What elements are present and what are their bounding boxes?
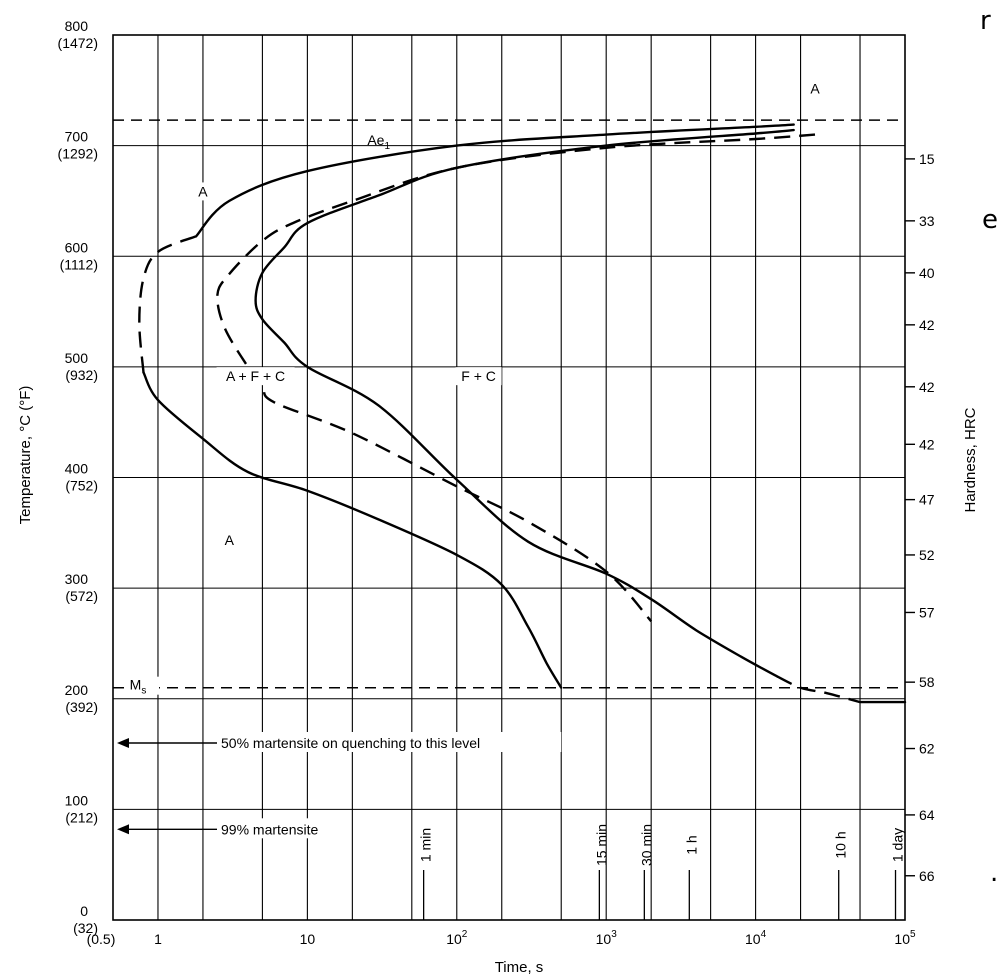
curve-finish-dashed (776, 675, 861, 704)
region-label-background (216, 367, 295, 386)
time-marker-label: 30 min (638, 824, 654, 866)
hardness-tick-label: 57 (919, 604, 935, 620)
region-label: A (198, 183, 208, 199)
y-tick-label-fahrenheit: (32) (73, 920, 98, 936)
y-tick-label-fahrenheit: (752) (65, 478, 98, 494)
cropped-text-fragment-bottom: . (990, 858, 999, 888)
region-label-background (222, 530, 237, 549)
hardness-axis-ticks: 15 33 40 42 42 42 47 52 57 58 62 64 66 (905, 151, 935, 884)
region-label: A + F + C (226, 368, 285, 384)
hardness-tick-label: 15 (919, 151, 935, 167)
time-marker-label: 10 h (833, 831, 849, 858)
y-tick-label-fahrenheit: (1292) (58, 146, 98, 162)
x-tick-label: 10 (300, 931, 316, 947)
plot-frame (112, 34, 906, 921)
y-tick-label-celsius: 0 (80, 903, 88, 919)
x-tick-exponent: 4 (761, 929, 767, 940)
curve-start-solid (194, 123, 795, 238)
region-label: A (810, 81, 820, 97)
y-tick-label-celsius: 300 (65, 571, 89, 587)
time-marker-label: 1 day (890, 828, 906, 862)
y-tick-label-fahrenheit: (572) (65, 588, 98, 604)
y-tick-label-fahrenheit: (1112) (60, 256, 98, 272)
hardness-tick-label: 42 (919, 436, 935, 452)
x-tick-label: 103 (596, 929, 618, 947)
x-tick-label: 105 (894, 929, 916, 947)
grid (113, 35, 905, 920)
hardness-tick-label: 66 (919, 868, 935, 884)
x-tick-exponent: 3 (611, 929, 617, 940)
region-labels: A A A + F + C F + C A (195, 79, 823, 549)
annotation-background (217, 818, 340, 839)
y-axis-ticks: 800(1472) 700(1292) 600(1112) 500(932) 400(7… (58, 18, 98, 936)
annotation-label: 50% martensite on quenching to this leve… (221, 735, 480, 751)
region-label-background (195, 182, 210, 201)
hardness-tick-label: 58 (919, 674, 935, 690)
curve-finish-solid (254, 128, 795, 678)
curve-start-solid-lower (142, 371, 563, 689)
y-axis-label: Temperature, °C (°F) (17, 386, 34, 525)
hardness-tick-label: 47 (919, 492, 935, 508)
annotation-arrow-head (117, 824, 129, 835)
annotation-arrow-head (117, 738, 129, 748)
y-tick-label-celsius: 700 (65, 129, 89, 145)
time-markers: 1 min 15 min 30 min 1 h 10 h 1 day (418, 824, 906, 920)
ms-subscript: s (141, 686, 146, 697)
ae1-subscript: 1 (384, 141, 390, 152)
curve-start-dashed (138, 235, 197, 373)
y-tick-label-celsius: 400 (65, 461, 89, 477)
hardness-axis-label: Hardness, HRC (962, 407, 979, 512)
y-tick-label-fahrenheit: (392) (65, 699, 98, 715)
annotation-background (217, 732, 562, 752)
y-tick-label-celsius: 500 (65, 350, 89, 366)
y-tick-label-celsius: 800 (65, 18, 89, 34)
region-label-background (808, 79, 823, 98)
hardness-tick-label: 62 (919, 741, 935, 757)
y-tick-label-celsius: 100 (65, 792, 89, 808)
hardness-tick-label: 42 (919, 379, 935, 395)
region-label: F + C (461, 368, 496, 384)
y-tick-label-celsius: 200 (65, 682, 89, 698)
x-tick-exponent: 5 (910, 929, 916, 940)
region-label-background (455, 367, 502, 386)
x-tick-exponent: 2 (462, 929, 468, 940)
cropped-text-fragment-middle: er (982, 205, 1000, 235)
x-tick-label: (0.5) (87, 931, 116, 947)
x-tick-label: 1 (154, 931, 162, 947)
region-label: A (225, 532, 235, 548)
time-marker-label: 1 min (418, 828, 434, 862)
ae1-label: Ae1 (367, 132, 390, 152)
transformation-curves (138, 123, 907, 704)
x-tick-label: 102 (446, 929, 468, 947)
time-marker-label: 1 h (683, 835, 699, 854)
time-marker-label: 15 min (593, 824, 609, 866)
y-tick-label-fahrenheit: (1472) (58, 35, 98, 51)
x-axis-ticks: (0.5) 1 10 102 103 104 105 (87, 929, 916, 947)
hardness-tick-label: 40 (919, 265, 935, 281)
ms-label-background (129, 676, 159, 695)
y-tick-label-fahrenheit: (212) (65, 809, 98, 825)
x-tick-label: 104 (745, 929, 767, 947)
annotation-label: 99% martensite (221, 821, 318, 837)
cropped-text-fragment-top: r (980, 6, 991, 36)
hardness-tick-label: 52 (919, 547, 935, 563)
y-tick-label-celsius: 600 (65, 239, 89, 255)
martensite-annotations: 50% martensite on quenching to this leve… (117, 732, 562, 839)
hardness-tick-label: 64 (919, 807, 935, 823)
hardness-tick-label: 42 (919, 317, 935, 333)
hardness-tick-label: 33 (919, 213, 935, 229)
y-tick-label-fahrenheit: (932) (65, 367, 98, 383)
x-axis-label: Time, s (495, 959, 544, 976)
plot-border (112, 34, 906, 921)
